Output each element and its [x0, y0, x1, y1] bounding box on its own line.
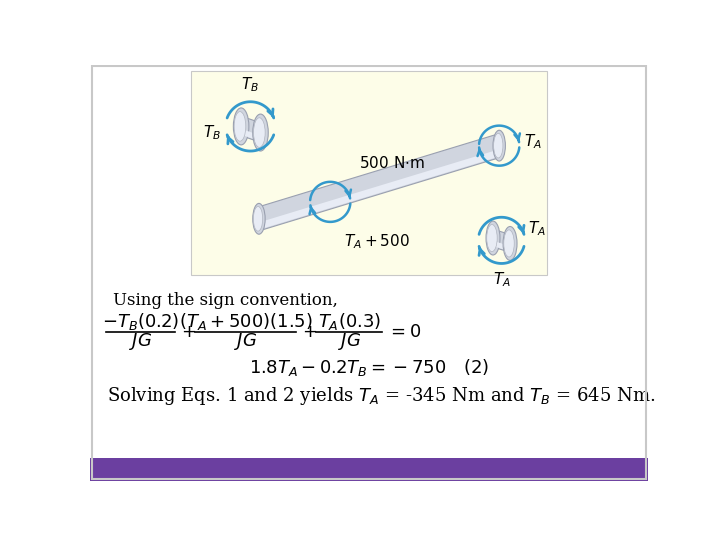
Text: $T_A$: $T_A$ — [492, 271, 510, 289]
Ellipse shape — [234, 112, 246, 141]
Ellipse shape — [494, 133, 503, 158]
Polygon shape — [490, 230, 513, 252]
Text: $T_A$: $T_A$ — [524, 132, 542, 151]
Ellipse shape — [233, 108, 249, 145]
Polygon shape — [260, 149, 503, 229]
Text: $T_B$: $T_B$ — [241, 76, 259, 94]
Ellipse shape — [253, 114, 269, 151]
Ellipse shape — [493, 130, 505, 161]
Bar — [191, 71, 547, 275]
Polygon shape — [490, 240, 509, 251]
Ellipse shape — [253, 118, 265, 147]
Ellipse shape — [253, 204, 265, 234]
Text: $=0$: $=0$ — [387, 323, 421, 341]
Text: $T_A + 500$: $T_A + 500$ — [344, 233, 410, 251]
Text: $T_A$: $T_A$ — [528, 219, 546, 238]
Ellipse shape — [504, 230, 514, 257]
Text: $+$: $+$ — [181, 323, 197, 341]
Ellipse shape — [503, 226, 517, 260]
Polygon shape — [240, 129, 260, 140]
Ellipse shape — [486, 221, 500, 255]
Text: $+$: $+$ — [302, 323, 318, 341]
Text: Solving Eqs. 1 and 2 yields $T_A$ = -345 Nm and $T_B$ = 645 Nm.: Solving Eqs. 1 and 2 yields $T_A$ = -345… — [107, 385, 655, 407]
Text: $1.8T_A - 0.2T_B = -750 \quad (2)$: $1.8T_A - 0.2T_B = -750 \quad (2)$ — [249, 357, 489, 378]
Text: $JG$: $JG$ — [129, 332, 152, 353]
Bar — [90, 457, 648, 481]
Text: $500\ \mathrm{N{\cdot}m}$: $500\ \mathrm{N{\cdot}m}$ — [359, 154, 426, 171]
Text: $T_A(0.3)$: $T_A(0.3)$ — [318, 312, 381, 333]
Text: $JG$: $JG$ — [234, 332, 258, 353]
Ellipse shape — [253, 206, 263, 231]
Ellipse shape — [487, 225, 498, 252]
Text: $JG$: $JG$ — [338, 332, 361, 353]
Text: Using the sign convention,: Using the sign convention, — [113, 292, 338, 309]
Text: $T_B$: $T_B$ — [203, 123, 220, 142]
Polygon shape — [256, 134, 503, 230]
Text: $(T_A+500)(1.5)$: $(T_A+500)(1.5)$ — [179, 312, 312, 333]
Polygon shape — [240, 118, 264, 141]
Text: $-T_B(0.2)$: $-T_B(0.2)$ — [102, 312, 179, 333]
